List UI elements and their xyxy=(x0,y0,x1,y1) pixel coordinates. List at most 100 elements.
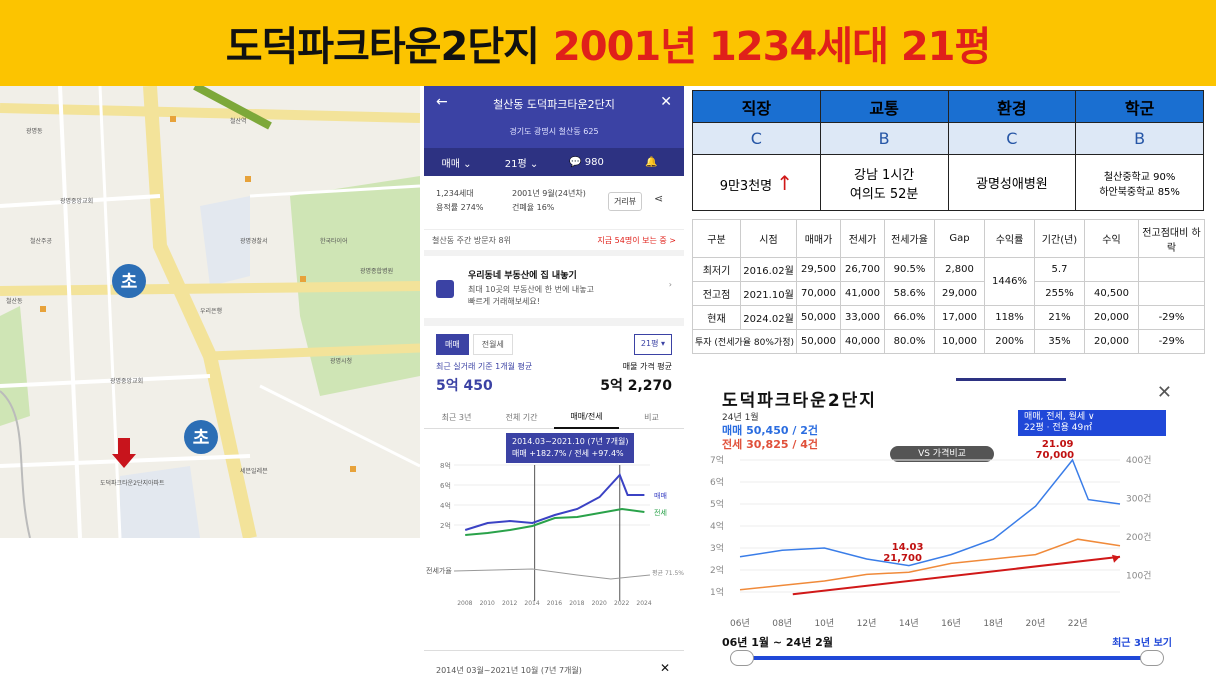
bell-icon[interactable]: 🔔 xyxy=(645,156,658,168)
deal-type-filter[interactable]: 매매 ⌄ xyxy=(441,158,472,170)
cell: 5.7 xyxy=(1034,257,1085,282)
cell: 20,000 xyxy=(1084,305,1139,330)
slider-handle-right[interactable] xyxy=(1140,650,1164,666)
cell: 현재 xyxy=(692,305,741,330)
x-tick: 08년 xyxy=(772,618,792,629)
env-cell: 광명성애병원 xyxy=(947,154,1077,211)
range-footer: 2014년 03월~2021년 10월 (7년 7개월) ✕ xyxy=(424,650,684,684)
school-marker[interactable]: 초 xyxy=(184,420,218,454)
x-tick: 2022 xyxy=(614,600,629,607)
school-2: 하안북중학교 85% xyxy=(1099,186,1180,198)
y-tick: 2억 xyxy=(710,564,724,576)
price-summary: 최근 실거래 기준 1개월 평균 5억 450 매물 가격 평균 5억 2,27… xyxy=(424,355,684,407)
listing-header: ← 철산동 도덕파크타운2단지 ✕ 경기도 광명시 철산동 625 xyxy=(424,86,684,148)
grade-env: C xyxy=(947,122,1077,155)
listing-panel: ← 철산동 도덕파크타운2단지 ✕ 경기도 광명시 철산동 625 매매 ⌄ 2… xyxy=(424,86,684,684)
table-row: 전고점 2021.10월 70,000 41,000 58.6% 29,000 255% 40… xyxy=(692,281,1205,306)
job-count: 9만3천명 xyxy=(719,178,773,194)
cell: 118% xyxy=(984,305,1035,330)
y-tick: 1억 xyxy=(710,586,724,598)
trend-arrowhead xyxy=(1112,554,1120,563)
range-slider-track[interactable] xyxy=(740,656,1150,660)
y-tick: 6억 xyxy=(710,476,724,488)
th: 전세가율 xyxy=(884,219,935,258)
tab-compare[interactable]: 비교 xyxy=(644,413,659,422)
area-selector-label: 22평 · 전용 49㎡ xyxy=(1024,423,1093,433)
cell: 29,000 xyxy=(934,281,985,306)
price-chart[interactable]: 8억 6억 4억 2억 매매 전세 전세가율 평균 71.5% 2008 2010 2012 2014… xyxy=(424,429,684,611)
tab-rent[interactable]: 전월세 xyxy=(472,334,513,355)
cell xyxy=(1138,281,1205,306)
y-tick: 7억 xyxy=(710,454,724,466)
trend-arrow xyxy=(792,555,1121,596)
header-school: 학군 xyxy=(1075,90,1204,123)
type-selector[interactable]: 매매, 전세, 월세 ∨ 22평 · 전용 49㎡ xyxy=(1018,410,1166,436)
x-tick: 16년 xyxy=(941,618,961,629)
area-filter[interactable]: 21평 ⌄ xyxy=(504,158,539,170)
map-label: 우리은행 xyxy=(200,308,223,315)
close-icon[interactable]: ✕ xyxy=(659,661,670,675)
share-icon[interactable]: ⋖ xyxy=(654,192,664,205)
map-label: 광명경찰서 xyxy=(240,238,268,245)
panel-handle xyxy=(956,378,1066,381)
ratio-value: 평균 71.5% xyxy=(652,569,684,577)
complex-name: 도덕파크타운2단지 xyxy=(225,24,540,70)
building-ratio: 건폐율 16% xyxy=(512,203,555,212)
cell: 58.6% xyxy=(884,281,935,306)
slider-handle-left[interactable] xyxy=(730,650,754,666)
history-chart-svg[interactable]: 7억 6억 5억 4억 3억 2억 1억 400건 300건 200건 100건 06년 08년 10년 1… xyxy=(700,378,1186,684)
back-icon[interactable]: ← xyxy=(436,94,448,110)
cell: 1446% xyxy=(984,257,1035,306)
y-tick-right: 400건 xyxy=(1126,455,1151,466)
table-row: 투자 (전세가율 80%가정) 50,000 40,000 80.0% 10,000 20… xyxy=(692,329,1205,354)
y-tick-right: 100건 xyxy=(1126,571,1151,582)
close-icon[interactable]: ✕ xyxy=(660,94,672,110)
school-marker[interactable]: 초 xyxy=(112,264,146,298)
th: 매매가 xyxy=(796,219,841,258)
series-line xyxy=(739,538,1121,591)
listing-address: 경기도 광명시 철산동 625 xyxy=(509,127,599,136)
current-month: 24년 1월 xyxy=(722,413,759,423)
tab-sale-rent[interactable]: 매매/전세 xyxy=(554,407,619,429)
ask-value: 5억 2,270 xyxy=(600,378,672,394)
tab-sale[interactable]: 매매 xyxy=(436,334,469,355)
th: 기간(년) xyxy=(1034,219,1085,258)
close-icon[interactable]: ✕ xyxy=(1156,382,1172,403)
cell: -29% xyxy=(1138,305,1205,330)
x-tick: 2020 xyxy=(592,600,607,607)
th: 전고점대비 하락 xyxy=(1138,219,1205,258)
visitor-now: 지금 54명이 보는 중 > xyxy=(597,235,676,245)
th: Gap xyxy=(934,219,985,258)
area-select[interactable]: 21평 ▾ xyxy=(633,334,672,355)
map-label: 철산동 xyxy=(6,298,23,305)
tab-recent-3y[interactable]: 최근 3년 xyxy=(441,413,472,422)
cell: 2016.02월 xyxy=(740,257,797,282)
range-text: 2014년 03월~2021년 10월 (7년 7개월) xyxy=(436,666,582,675)
th: 시점 xyxy=(740,219,797,258)
street-view-button[interactable]: 거리뷰 xyxy=(608,192,643,211)
rent-summary: 전세 30,825 / 4건 xyxy=(722,438,818,451)
traffic-cell: 강남 1시간 여의도 52분 xyxy=(819,154,949,211)
cell: 70,000 xyxy=(796,281,841,306)
cell: 200% xyxy=(984,329,1035,354)
promo-banner[interactable]: 우리동네 부동산에 집 내놓기 최대 10곳의 부동산에 한 번에 내놓고 빠르… xyxy=(424,256,684,326)
map-view[interactable]: 초 초 광명동 철산동 우리은행 철산역 광명시청 광명경찰서 광명중앙교회 광… xyxy=(0,86,420,538)
map-label: 세븐일레븐 xyxy=(240,468,268,475)
recent-3y-button[interactable]: 최근 3년 보기 xyxy=(1112,638,1172,649)
listing-title: 철산동 도덕파크타운2단지 xyxy=(493,98,615,111)
chat-button[interactable]: 💬 980 xyxy=(554,157,619,168)
complex-info: 2001년 1234세대 21평 xyxy=(552,24,991,70)
built-date: 2001년 9월(24년차) xyxy=(512,189,586,198)
series-line xyxy=(465,507,645,536)
cell: 20,000 xyxy=(1084,329,1139,354)
series-line xyxy=(464,473,645,531)
tab-all-period[interactable]: 전체 기간 xyxy=(505,413,538,422)
map-label: 철산역 xyxy=(230,118,247,125)
cell: 50,000 xyxy=(796,329,841,354)
visitor-row[interactable]: 철산동 주간 방문자 8위 지금 54명이 보는 중 > xyxy=(424,230,684,256)
compare-button[interactable]: VS 가격비교 xyxy=(890,446,994,462)
y-tick: 3억 xyxy=(710,542,724,554)
tooltip-range: 2014.03~2021.10 (7년 7개월) xyxy=(512,437,629,446)
avg-value: 5억 450 xyxy=(436,378,493,394)
